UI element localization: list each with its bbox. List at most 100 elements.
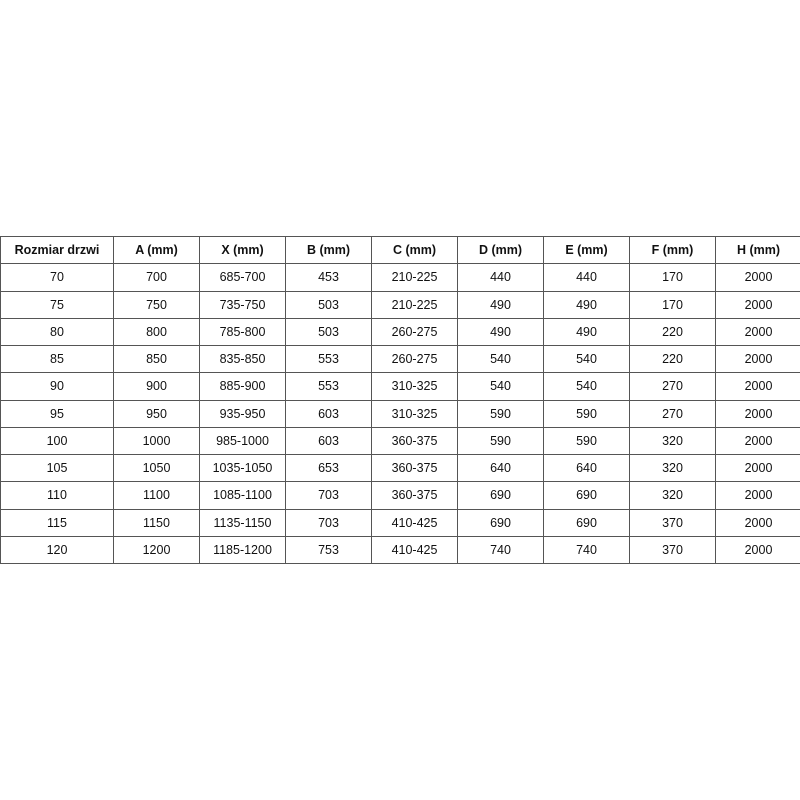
table-cell: 540	[543, 344, 630, 374]
table-cell: 740	[457, 535, 544, 565]
table-cell: 785-800	[199, 317, 286, 347]
table-cell: 835-850	[199, 344, 286, 374]
table-cell: 270	[629, 399, 716, 428]
table-cell: 950	[113, 399, 200, 428]
table-row: 75 750 735-750 503 210-225 490 490 170 2000	[0, 290, 800, 319]
table-cell: 590	[457, 399, 544, 428]
table-cell: 685-700	[199, 263, 286, 292]
table-cell: 310-325	[371, 372, 458, 401]
table-cell: 320	[629, 481, 716, 510]
table-cell: 690	[543, 481, 630, 510]
table-cell: 640	[457, 453, 544, 483]
table-cell: 170	[629, 290, 716, 319]
table-cell: 260-275	[371, 344, 458, 374]
table-cell: 360-375	[371, 453, 458, 483]
table-cell: 740	[543, 535, 630, 565]
column-header: B (mm)	[285, 235, 372, 265]
table-cell: 2000	[715, 426, 800, 456]
table-cell: 210-225	[371, 263, 458, 292]
table-cell: 703	[285, 508, 372, 537]
table-cell: 653	[285, 453, 372, 483]
table-cell: 2000	[715, 344, 800, 374]
table-cell: 2000	[715, 317, 800, 347]
table-cell: 170	[629, 263, 716, 292]
table-cell: 490	[457, 317, 544, 347]
table-cell: 935-950	[199, 399, 286, 428]
table-row: 85 850 835-850 553 260-275 540 540 220 2000	[0, 344, 800, 374]
table-cell: 553	[285, 372, 372, 401]
table-cell: 985-1000	[199, 426, 286, 456]
table-cell: 2000	[715, 263, 800, 292]
table-cell: 700	[113, 263, 200, 292]
table-cell: 800	[113, 317, 200, 347]
table-cell: 85	[0, 344, 114, 374]
column-header: Rozmiar drzwi	[0, 235, 114, 265]
table-row: 120 1200 1185-1200 753 410-425 740 740 370 2000	[0, 535, 800, 565]
table-row: 115 1150 1135-1150 703 410-425 690 690 370 2000	[0, 508, 800, 537]
column-header: A (mm)	[113, 235, 200, 265]
table-cell: 503	[285, 317, 372, 347]
column-header: D (mm)	[457, 235, 544, 265]
column-header: E (mm)	[543, 235, 630, 265]
table-cell: 220	[629, 317, 716, 347]
table-row: 100 1000 985-1000 603 360-375 590 590 320 2000	[0, 426, 800, 456]
table-cell: 753	[285, 535, 372, 565]
table-cell: 490	[457, 290, 544, 319]
table-cell: 1185-1200	[199, 535, 286, 565]
table-cell: 70	[0, 263, 114, 292]
table-cell: 1050	[113, 453, 200, 483]
table-cell: 80	[0, 317, 114, 347]
table-cell: 260-275	[371, 317, 458, 347]
table-cell: 115	[0, 508, 114, 537]
table-cell: 2000	[715, 453, 800, 483]
table-cell: 690	[457, 481, 544, 510]
table-cell: 440	[543, 263, 630, 292]
table-cell: 360-375	[371, 426, 458, 456]
table-cell: 1100	[113, 481, 200, 510]
table-cell: 2000	[715, 372, 800, 401]
table-cell: 640	[543, 453, 630, 483]
column-header: X (mm)	[199, 235, 286, 265]
table-cell: 603	[285, 426, 372, 456]
table-cell: 90	[0, 372, 114, 401]
table-cell: 900	[113, 372, 200, 401]
table-cell: 1150	[113, 508, 200, 537]
table-cell: 360-375	[371, 481, 458, 510]
table-cell: 220	[629, 344, 716, 374]
table-cell: 553	[285, 344, 372, 374]
table-cell: 2000	[715, 481, 800, 510]
table-cell: 603	[285, 399, 372, 428]
table-cell: 503	[285, 290, 372, 319]
table-cell: 490	[543, 290, 630, 319]
table-cell: 590	[457, 426, 544, 456]
table-cell: 310-325	[371, 399, 458, 428]
table-cell: 110	[0, 481, 114, 510]
table-cell: 2000	[715, 290, 800, 319]
table-cell: 95	[0, 399, 114, 428]
table-cell: 1200	[113, 535, 200, 565]
table-row: 95 950 935-950 603 310-325 590 590 270 2000	[0, 399, 800, 428]
table-cell: 540	[457, 372, 544, 401]
table-cell: 270	[629, 372, 716, 401]
table-cell: 1000	[113, 426, 200, 456]
table-cell: 2000	[715, 399, 800, 428]
table-cell: 320	[629, 453, 716, 483]
table-cell: 540	[543, 372, 630, 401]
table-cell: 410-425	[371, 508, 458, 537]
table-cell: 105	[0, 453, 114, 483]
table-cell: 370	[629, 535, 716, 565]
table-cell: 690	[543, 508, 630, 537]
column-header: F (mm)	[629, 235, 716, 265]
table-cell: 490	[543, 317, 630, 347]
table-row: 110 1100 1085-1100 703 360-375 690 690 320 2000	[0, 481, 800, 510]
table-cell: 690	[457, 508, 544, 537]
table-row: 80 800 785-800 503 260-275 490 490 220 2000	[0, 317, 800, 347]
dimensions-table: Rozmiar drzwi A (mm) X (mm) B (mm) C (mm) D (…	[0, 235, 800, 565]
table-cell: 440	[457, 263, 544, 292]
table-cell: 1135-1150	[199, 508, 286, 537]
table-cell: 850	[113, 344, 200, 374]
table-cell: 75	[0, 290, 114, 319]
table-cell: 320	[629, 426, 716, 456]
table-cell: 453	[285, 263, 372, 292]
table-cell: 885-900	[199, 372, 286, 401]
